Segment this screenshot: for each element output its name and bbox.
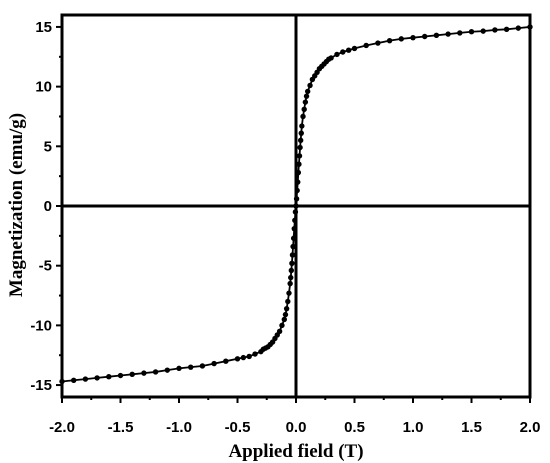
data-point (234, 356, 241, 362)
data-point (303, 93, 310, 99)
data-point (287, 280, 293, 287)
data-point (351, 45, 358, 52)
data-point (276, 328, 283, 335)
x-tick-label: -0.5 (225, 419, 251, 436)
data-point (288, 267, 295, 274)
data-point (59, 378, 65, 385)
data-point (285, 298, 291, 305)
data-point (410, 34, 416, 41)
data-point (129, 371, 135, 378)
data-point (492, 27, 498, 33)
data-point (117, 372, 124, 379)
tick-labels-group: -2.0 -1.5 -1.0 -0.5 0.0 0.5 1.0 1.5 2.0 -15 -10 -5 0… (30, 19, 540, 436)
x-tick-label: 1.0 (403, 419, 424, 436)
data-point (305, 88, 311, 95)
data-point (296, 161, 302, 167)
data-point (334, 51, 340, 58)
y-tick-label: -10 (30, 317, 52, 334)
y-tick-label: 0 (44, 198, 52, 215)
data-point (515, 25, 521, 31)
data-point (527, 24, 533, 30)
data-point (282, 311, 289, 318)
y-tick-label: 5 (44, 138, 52, 155)
data-point (240, 354, 247, 361)
data-point (457, 30, 463, 36)
data-point (211, 360, 217, 367)
data-point (386, 37, 393, 44)
data-point (340, 49, 346, 55)
y-tick-label: -15 (30, 377, 52, 394)
data-point (307, 82, 313, 89)
data-point (286, 290, 292, 296)
data-point (290, 243, 296, 250)
data-point (422, 33, 428, 40)
data-point (363, 42, 369, 49)
data-point (293, 203, 299, 209)
data-point (301, 106, 307, 113)
data-point (289, 252, 296, 258)
data-point (106, 374, 112, 380)
data-point (188, 364, 194, 370)
data-series-group (59, 24, 533, 385)
y-tick-label: 10 (35, 79, 52, 96)
data-point (288, 274, 294, 281)
data-point (293, 196, 300, 202)
data-point (289, 260, 295, 266)
data-point (295, 179, 301, 185)
data-point (302, 99, 309, 105)
y-tick-label: 15 (35, 19, 52, 36)
data-point (292, 209, 299, 215)
data-point (375, 40, 381, 46)
x-tick-label: 2.0 (520, 419, 541, 436)
data-point (296, 153, 303, 159)
data-point (199, 363, 206, 369)
data-point (290, 235, 297, 241)
data-point (252, 351, 258, 357)
data-point (141, 370, 147, 376)
data-point (291, 225, 297, 232)
data-point (445, 31, 451, 37)
data-point (279, 322, 285, 329)
x-tick-label: 0.0 (286, 419, 307, 436)
data-point (283, 305, 290, 312)
data-point (176, 365, 182, 372)
data-point (294, 187, 300, 194)
x-tick-label: -2.0 (49, 419, 75, 436)
x-tick-label: 1.5 (461, 419, 482, 436)
x-tick-label: 0.5 (344, 419, 365, 436)
x-tick-label: -1.5 (108, 419, 134, 436)
x-axis-title: Applied field (T) (228, 441, 363, 462)
data-point (299, 123, 305, 129)
data-point (71, 377, 77, 383)
data-point (223, 358, 229, 364)
data-point (292, 217, 298, 224)
x-tick-label: -1.0 (166, 419, 192, 436)
data-point (345, 47, 352, 53)
data-point (480, 28, 486, 34)
data-point (300, 113, 306, 120)
data-point (468, 29, 475, 35)
data-point (433, 32, 440, 38)
data-point (398, 36, 404, 42)
ticks-group (56, 25, 531, 403)
data-point (503, 26, 510, 33)
data-point (94, 375, 100, 381)
data-point (281, 316, 287, 323)
data-point (82, 376, 89, 382)
y-tick-label: -5 (39, 258, 52, 275)
data-point (297, 144, 303, 151)
data-point (328, 55, 334, 61)
data-point (152, 369, 159, 375)
data-point (164, 367, 170, 373)
y-axis-title: Magnetization (emu/g) (6, 113, 27, 297)
data-point (298, 130, 304, 136)
data-point (246, 353, 252, 360)
data-point (297, 137, 304, 144)
data-point (295, 169, 302, 176)
